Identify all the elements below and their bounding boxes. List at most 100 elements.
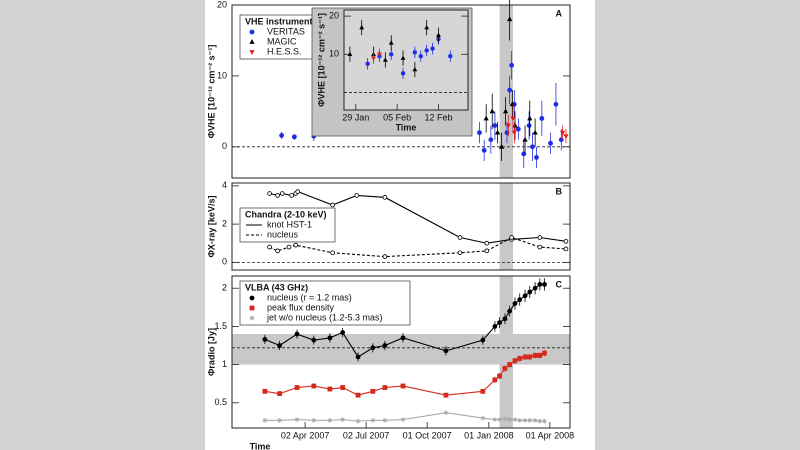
marker: [481, 147, 487, 153]
x-tick-label: 01 Oct 2007: [403, 430, 452, 440]
marker: [537, 353, 543, 358]
marker: [249, 50, 255, 55]
marker: [275, 193, 280, 198]
marker: [542, 282, 547, 287]
marker: [509, 101, 515, 107]
marker: [563, 134, 569, 140]
marker: [502, 316, 508, 322]
marker: [510, 116, 516, 122]
chart-panel: 0.5 1 1.5 2 02 Apr 2007 02 Jul 2007 01 Oct 200…: [206, 275, 574, 450]
marker: [480, 337, 486, 343]
marker: [355, 354, 361, 360]
marker: [477, 130, 482, 136]
marker: [532, 129, 538, 135]
marker: [527, 417, 533, 423]
marker: [522, 293, 528, 299]
marker: [443, 348, 449, 354]
marker: [512, 358, 518, 364]
marker: [327, 386, 333, 392]
marker: [354, 193, 360, 198]
marker: [355, 392, 361, 398]
marker: [340, 417, 346, 422]
marker: [370, 417, 376, 423]
marker: [424, 48, 429, 53]
marker: [289, 193, 295, 198]
marker: [563, 238, 569, 244]
y-tick-label: 1.5: [214, 321, 227, 331]
marker: [370, 388, 376, 394]
marker: [330, 202, 335, 208]
marker: [327, 417, 333, 423]
marker: [400, 335, 406, 341]
marker: [502, 416, 508, 422]
legend-label: VERITAS: [267, 26, 305, 36]
marker: [277, 343, 283, 348]
marker: [484, 240, 490, 246]
panel-letter: B: [556, 186, 563, 196]
marker: [505, 123, 511, 129]
marker: [457, 250, 463, 256]
marker: [522, 354, 528, 360]
y-tick-label: 2: [222, 283, 227, 293]
legend-title: VHE instruments: [245, 16, 318, 26]
legend-label: MAGIC: [267, 36, 297, 46]
y-tick-label: 4: [222, 180, 227, 190]
plot-frame: [343, 9, 469, 111]
marker: [277, 417, 283, 423]
marker: [507, 16, 513, 22]
marker: [262, 417, 268, 423]
marker: [249, 295, 255, 301]
marker: [249, 29, 255, 35]
marker: [534, 155, 539, 160]
marker: [400, 55, 406, 60]
marker: [330, 250, 335, 256]
marker: [532, 353, 538, 358]
marker: [532, 417, 538, 423]
marker: [359, 24, 365, 30]
marker: [279, 133, 285, 138]
marker: [371, 56, 376, 61]
marker: [517, 297, 523, 303]
marker: [537, 244, 543, 250]
plot-frame: [231, 4, 571, 179]
inset-plot-area: [344, 10, 468, 110]
marker: [412, 50, 418, 55]
marker: [509, 62, 515, 68]
marker: [443, 410, 449, 416]
marker: [517, 356, 523, 361]
legend-label: nucleus (r = 1.2 mas): [267, 292, 352, 302]
marker: [527, 289, 533, 295]
marker: [249, 315, 255, 321]
y-tick-label: 10: [329, 49, 339, 59]
marker: [522, 417, 528, 423]
y-tick-label: 10: [217, 70, 227, 80]
marker: [511, 130, 517, 136]
marker: [382, 195, 388, 200]
y-axis-label: ΦVHE [10⁻¹² cm⁻² s⁻¹]: [316, 13, 326, 107]
x-axis-label: Time: [250, 441, 271, 450]
marker: [377, 52, 382, 57]
marker: [400, 71, 406, 76]
marker: [400, 417, 406, 422]
marker: [249, 39, 255, 44]
marker: [412, 66, 418, 72]
y-tick-label: 20: [329, 10, 339, 20]
marker: [548, 140, 553, 146]
marker: [430, 46, 435, 51]
marker: [492, 324, 498, 329]
marker: [527, 115, 533, 121]
marker: [507, 417, 513, 422]
legend-label: peak flux density: [267, 302, 335, 312]
marker: [262, 336, 268, 342]
marker: [340, 330, 346, 335]
marker: [517, 417, 523, 423]
marker: [293, 242, 299, 248]
y-axis-label: Φradio [Jy]: [206, 328, 216, 376]
marker: [537, 418, 543, 424]
marker: [480, 415, 486, 421]
marker: [515, 126, 521, 132]
marker: [382, 343, 388, 348]
y-axis-label: ΦVHE [10⁻¹² cm⁻² s⁻¹]: [206, 45, 216, 139]
y-tick-label: 20: [217, 0, 227, 9]
marker: [311, 383, 317, 389]
